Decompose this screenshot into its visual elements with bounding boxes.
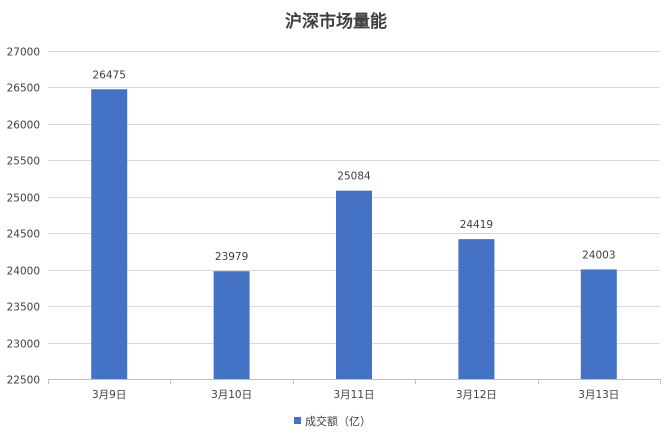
x-tick-label: 3月13日 xyxy=(578,389,619,401)
bars: 26475 23979 25084 24419 24003 xyxy=(91,69,617,380)
y-tick-label: 22500 xyxy=(7,375,40,387)
legend-label: 成交额（亿） xyxy=(305,414,371,428)
x-tick-label: 3月11日 xyxy=(333,389,374,401)
y-tick-label: 24000 xyxy=(7,266,40,278)
y-tick-label: 23500 xyxy=(7,302,40,314)
x-tick-label: 3月9日 xyxy=(92,389,126,401)
data-label: 26475 xyxy=(92,69,125,81)
y-tick-label: 26500 xyxy=(7,83,40,95)
bar xyxy=(91,89,128,380)
data-label: 23979 xyxy=(215,251,248,263)
y-axis: 22500 23000 23500 24000 24500 25000 25500 26000… xyxy=(7,47,40,387)
bar xyxy=(458,239,495,379)
legend: 成交额（亿） xyxy=(294,414,371,428)
legend-swatch xyxy=(294,417,301,424)
y-tick-label: 23000 xyxy=(7,339,40,351)
y-tick-label: 25500 xyxy=(7,156,40,168)
bar xyxy=(336,190,372,379)
data-label: 25084 xyxy=(337,171,371,183)
x-axis: 3月9日 3月10日 3月11日 3月12日 3月13日 xyxy=(48,379,661,401)
data-label: 24003 xyxy=(582,249,615,261)
x-tick-label: 3月12日 xyxy=(456,389,497,401)
bar xyxy=(213,271,250,379)
x-tick-label: 3月10日 xyxy=(211,389,252,401)
y-tick-label: 27000 xyxy=(7,47,40,59)
chart-title: 沪深市场量能 xyxy=(285,11,387,32)
y-tick-label: 26000 xyxy=(7,120,40,132)
data-label: 24419 xyxy=(460,219,493,231)
y-tick-label: 24500 xyxy=(7,229,40,241)
bar xyxy=(580,269,617,379)
y-tick-label: 25000 xyxy=(7,193,40,205)
